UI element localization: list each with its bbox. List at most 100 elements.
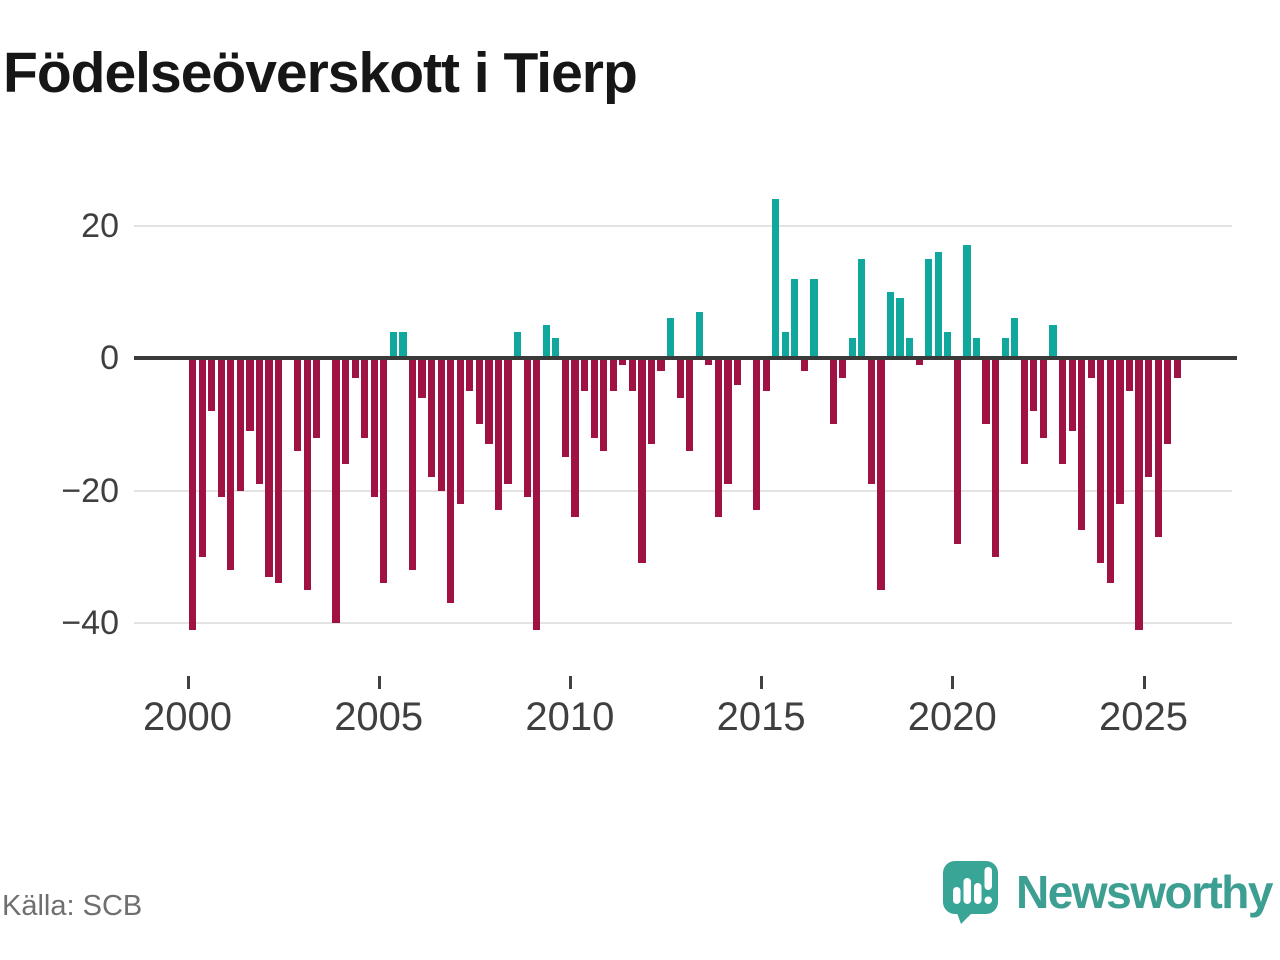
bar (647, 358, 656, 445)
bar (571, 358, 579, 517)
bar (504, 358, 512, 484)
bar (275, 358, 283, 584)
bar (580, 358, 589, 392)
bar (1020, 358, 1028, 464)
bar (466, 358, 474, 392)
y-axis-label: −20 (61, 471, 119, 510)
bar (494, 358, 503, 511)
bar (867, 358, 875, 484)
bar (1039, 358, 1048, 438)
bar (1135, 358, 1143, 630)
bar (781, 331, 789, 358)
bar (848, 338, 856, 358)
x-axis-label: 2005 (334, 695, 424, 739)
bar (877, 358, 885, 590)
bar (1164, 358, 1172, 445)
bar (1173, 358, 1181, 378)
bar (839, 358, 847, 378)
bar (370, 358, 378, 498)
bar (800, 358, 809, 372)
bar (925, 258, 933, 358)
bar (628, 358, 636, 392)
bar (953, 358, 961, 544)
bar (1097, 358, 1105, 564)
bar (829, 358, 837, 425)
y-axis-label: 0 (100, 339, 119, 377)
bar (552, 338, 560, 358)
bar (676, 358, 684, 398)
bar (456, 358, 464, 504)
bar (934, 252, 942, 358)
bar (361, 358, 369, 438)
bar (246, 358, 254, 431)
bar (1030, 358, 1038, 411)
x-axis-tick (377, 676, 381, 689)
bar (1106, 358, 1114, 584)
bar (619, 358, 627, 365)
newsworthy-logo-text: Newsworthy (1016, 866, 1273, 918)
bar (791, 278, 799, 358)
x-axis-label: 2010 (525, 695, 615, 739)
y-axis-label: 20 (81, 206, 119, 245)
x-axis-tick (951, 676, 955, 689)
bar (542, 324, 550, 358)
bar (380, 358, 388, 584)
bar (485, 358, 493, 445)
bar (714, 358, 722, 517)
x-axis-tick (186, 676, 190, 689)
bar (1116, 358, 1124, 504)
bar (906, 338, 914, 358)
x-axis-label: 2015 (716, 695, 806, 739)
gridline (134, 622, 1232, 624)
bar (351, 358, 359, 378)
bar (1125, 358, 1134, 392)
bar (858, 258, 866, 358)
bar (638, 358, 646, 564)
source-note: Källa: SCB (2, 890, 143, 922)
bar (341, 358, 350, 464)
bar (217, 358, 225, 498)
bar (418, 358, 426, 398)
bar (762, 358, 770, 392)
bar (896, 298, 904, 358)
bar (313, 358, 321, 438)
bar (1049, 324, 1057, 358)
bar (667, 318, 675, 358)
bar (514, 331, 522, 358)
newsworthy-logo: Newsworthy (942, 860, 1273, 924)
bar (437, 358, 445, 491)
bar (609, 358, 617, 392)
bar (189, 358, 197, 630)
bar (810, 278, 818, 358)
bar (1011, 318, 1019, 358)
gridline (134, 224, 1232, 227)
bar (686, 358, 694, 451)
x-axis-label: 2000 (143, 695, 232, 739)
x-axis-label: 2025 (1099, 695, 1188, 739)
bar (198, 358, 206, 557)
bar (1068, 358, 1076, 431)
bar (1078, 358, 1086, 531)
x-axis-label: 2020 (907, 695, 997, 739)
bar (389, 331, 397, 358)
bar (600, 358, 608, 451)
bar (399, 331, 407, 358)
bar (303, 358, 311, 590)
bar (1087, 358, 1095, 378)
bar (772, 199, 780, 358)
bar (428, 358, 436, 478)
bar (695, 311, 703, 358)
bar (1058, 358, 1067, 464)
bar (972, 338, 981, 358)
bar (992, 358, 1000, 557)
bar (733, 358, 742, 385)
bar (265, 358, 273, 577)
bar (944, 331, 952, 358)
x-axis-tick (568, 676, 572, 689)
bar (724, 358, 732, 484)
bar (1145, 358, 1153, 478)
bar (1154, 358, 1162, 537)
bar (982, 358, 990, 425)
